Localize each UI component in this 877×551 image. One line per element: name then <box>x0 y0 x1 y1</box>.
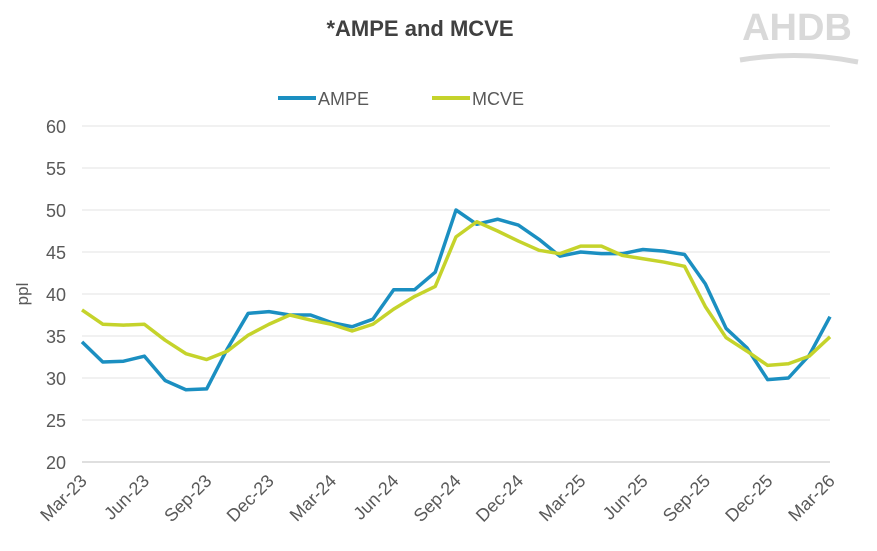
y-tick-label: 55 <box>46 159 66 179</box>
x-tick-label: Dec-24 <box>472 471 527 526</box>
x-tick-label: Mar-23 <box>36 471 90 525</box>
line-series <box>81 220 832 368</box>
y-tick-label: 35 <box>46 327 66 347</box>
y-tick-label: 50 <box>46 201 66 221</box>
x-tick-label: Mar-25 <box>535 471 589 525</box>
legend-label: MCVE <box>472 89 524 109</box>
x-tick-label: Dec-23 <box>223 471 278 526</box>
logo: AHDB <box>742 7 852 49</box>
x-tick-label: Jun-24 <box>349 471 402 524</box>
y-tick-label: 30 <box>46 369 66 389</box>
y-tick-label: 20 <box>46 453 66 473</box>
line-series <box>80 208 832 392</box>
x-tick-label: Sep-24 <box>410 471 465 526</box>
y-axis-label: ppl <box>13 283 32 306</box>
x-tick-label: Mar-26 <box>784 471 838 525</box>
y-tick-label: 45 <box>46 243 66 263</box>
x-tick-label: Sep-25 <box>659 471 714 526</box>
x-tick-label: Jun-23 <box>100 471 153 524</box>
y-tick-label: 25 <box>46 411 66 431</box>
x-tick-label: Sep-23 <box>160 471 215 526</box>
x-tick-label: Jun-25 <box>599 471 652 524</box>
logo-swoosh <box>739 52 859 65</box>
x-tick-label: Mar-24 <box>286 471 340 525</box>
chart-title: *AMPE and MCVE <box>326 16 513 41</box>
y-tick-label: 60 <box>46 117 66 137</box>
legend-label: AMPE <box>318 89 369 109</box>
x-tick-label: Dec-25 <box>721 471 776 526</box>
y-tick-label: 40 <box>46 285 66 305</box>
